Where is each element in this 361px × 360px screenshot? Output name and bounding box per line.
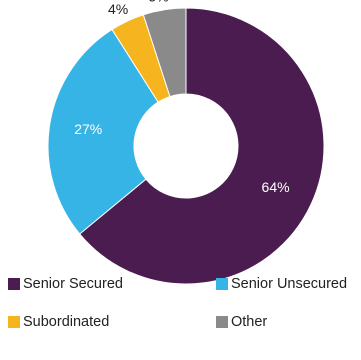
slice-senior-secured [78, 7, 325, 285]
legend-item-other: Other [216, 314, 267, 330]
donut-chart: 64% 27% 4% 5% [47, 0, 325, 285]
legend-label-subordinated: Subordinated [23, 314, 110, 330]
legend-item-subordinated: Subordinated [8, 314, 109, 330]
data-label-senior-secured: 64% [262, 179, 290, 195]
data-label-subordinated: 4% [108, 1, 128, 17]
donut-slices [47, 7, 325, 285]
legend-swatch-other [216, 316, 228, 328]
legend-label-other: Other [231, 314, 268, 330]
data-label-other: 5% [148, 0, 168, 5]
slice-senior-unsecured [47, 28, 159, 235]
slice-other [142, 7, 187, 98]
legend-swatch-subordinated [8, 316, 20, 328]
data-label-senior-unsecured: 27% [74, 121, 102, 137]
donut-labels: 64% 27% 4% 5% [74, 0, 289, 195]
